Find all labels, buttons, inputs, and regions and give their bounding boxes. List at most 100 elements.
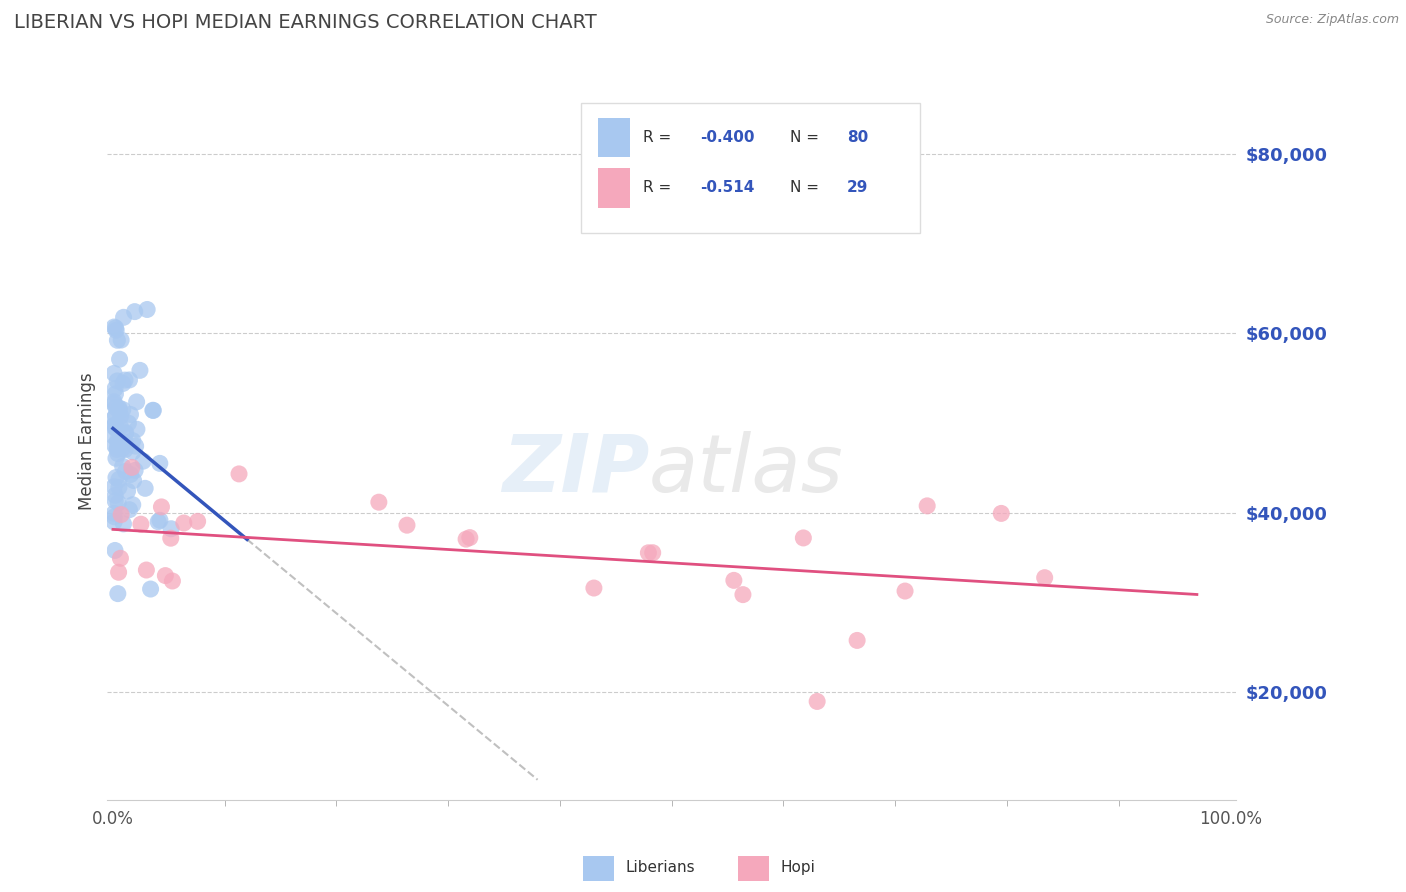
Point bbox=[136, 302, 159, 317]
Point bbox=[159, 531, 181, 545]
Point bbox=[117, 484, 139, 499]
Point bbox=[118, 373, 141, 387]
Point bbox=[107, 432, 129, 446]
Point bbox=[104, 543, 127, 558]
Text: ZIP: ZIP bbox=[502, 431, 650, 508]
Point bbox=[111, 376, 134, 391]
Point bbox=[228, 467, 250, 481]
Point bbox=[114, 465, 136, 479]
Point bbox=[103, 430, 125, 444]
Text: -0.400: -0.400 bbox=[700, 129, 755, 145]
Point bbox=[124, 439, 146, 453]
Point bbox=[139, 582, 162, 596]
Point bbox=[117, 416, 139, 430]
Text: 29: 29 bbox=[846, 180, 868, 195]
Point bbox=[110, 409, 132, 423]
Point bbox=[108, 401, 131, 415]
Point bbox=[103, 507, 125, 521]
Point bbox=[103, 411, 125, 425]
Point bbox=[122, 474, 145, 488]
Point bbox=[114, 435, 136, 450]
Point bbox=[105, 333, 128, 347]
Text: Liberians: Liberians bbox=[626, 861, 696, 875]
Point bbox=[124, 304, 146, 318]
Point bbox=[103, 515, 125, 529]
Point bbox=[150, 500, 173, 514]
Point bbox=[792, 531, 814, 545]
Text: R =: R = bbox=[644, 129, 676, 145]
Point bbox=[111, 442, 134, 456]
Point bbox=[114, 425, 136, 440]
Point bbox=[134, 481, 156, 495]
Point bbox=[104, 451, 127, 466]
Point bbox=[915, 499, 938, 513]
Point bbox=[104, 438, 127, 452]
Point bbox=[121, 434, 143, 448]
Point bbox=[114, 427, 136, 442]
Point bbox=[367, 495, 389, 509]
Point bbox=[105, 323, 128, 337]
Point bbox=[107, 586, 129, 600]
Point bbox=[105, 442, 128, 457]
Point bbox=[122, 445, 145, 459]
Point bbox=[723, 574, 745, 588]
Point bbox=[107, 441, 129, 455]
Point bbox=[173, 516, 195, 530]
Point bbox=[120, 467, 142, 482]
Point bbox=[132, 454, 155, 468]
Point bbox=[118, 502, 141, 516]
Point bbox=[162, 574, 184, 588]
Point bbox=[146, 515, 169, 529]
Point bbox=[129, 517, 152, 532]
Point bbox=[124, 463, 146, 477]
Text: N =: N = bbox=[790, 180, 824, 195]
Point bbox=[111, 402, 134, 417]
Point bbox=[456, 532, 478, 546]
Point bbox=[641, 546, 664, 560]
Point bbox=[104, 409, 127, 423]
Text: LIBERIAN VS HOPI MEDIAN EARNINGS CORRELATION CHART: LIBERIAN VS HOPI MEDIAN EARNINGS CORRELA… bbox=[14, 13, 596, 32]
Point bbox=[637, 546, 659, 560]
Point bbox=[104, 417, 127, 432]
Point bbox=[112, 310, 135, 325]
Point bbox=[110, 551, 132, 566]
Point bbox=[103, 419, 125, 434]
Point bbox=[187, 514, 209, 528]
Point bbox=[395, 518, 418, 533]
Point bbox=[107, 566, 129, 580]
Point bbox=[114, 442, 136, 457]
Point bbox=[107, 435, 129, 450]
Point bbox=[110, 508, 132, 522]
Point bbox=[125, 395, 148, 409]
Point bbox=[107, 447, 129, 461]
Point bbox=[149, 513, 172, 527]
Point bbox=[108, 473, 131, 487]
Text: N =: N = bbox=[790, 129, 824, 145]
Text: atlas: atlas bbox=[650, 431, 844, 508]
Point bbox=[458, 531, 481, 545]
Point bbox=[155, 568, 177, 582]
Point bbox=[582, 581, 605, 595]
Y-axis label: Median Earnings: Median Earnings bbox=[79, 372, 96, 510]
Point bbox=[160, 522, 183, 536]
Point bbox=[990, 507, 1012, 521]
Point bbox=[107, 496, 129, 510]
Point bbox=[125, 422, 148, 436]
Bar bbox=[599, 118, 630, 157]
Point bbox=[112, 516, 135, 531]
Point bbox=[104, 387, 127, 401]
Point bbox=[104, 401, 127, 415]
Point bbox=[1033, 571, 1056, 585]
Point bbox=[108, 402, 131, 417]
Point bbox=[129, 363, 152, 377]
Point bbox=[731, 588, 754, 602]
Text: Hopi: Hopi bbox=[780, 861, 815, 875]
Point bbox=[104, 470, 127, 484]
Point bbox=[142, 403, 165, 417]
Point bbox=[104, 494, 127, 508]
Bar bbox=[599, 168, 630, 208]
Point bbox=[103, 367, 125, 381]
Point bbox=[108, 352, 131, 367]
Point bbox=[104, 421, 127, 435]
Point bbox=[806, 694, 828, 708]
